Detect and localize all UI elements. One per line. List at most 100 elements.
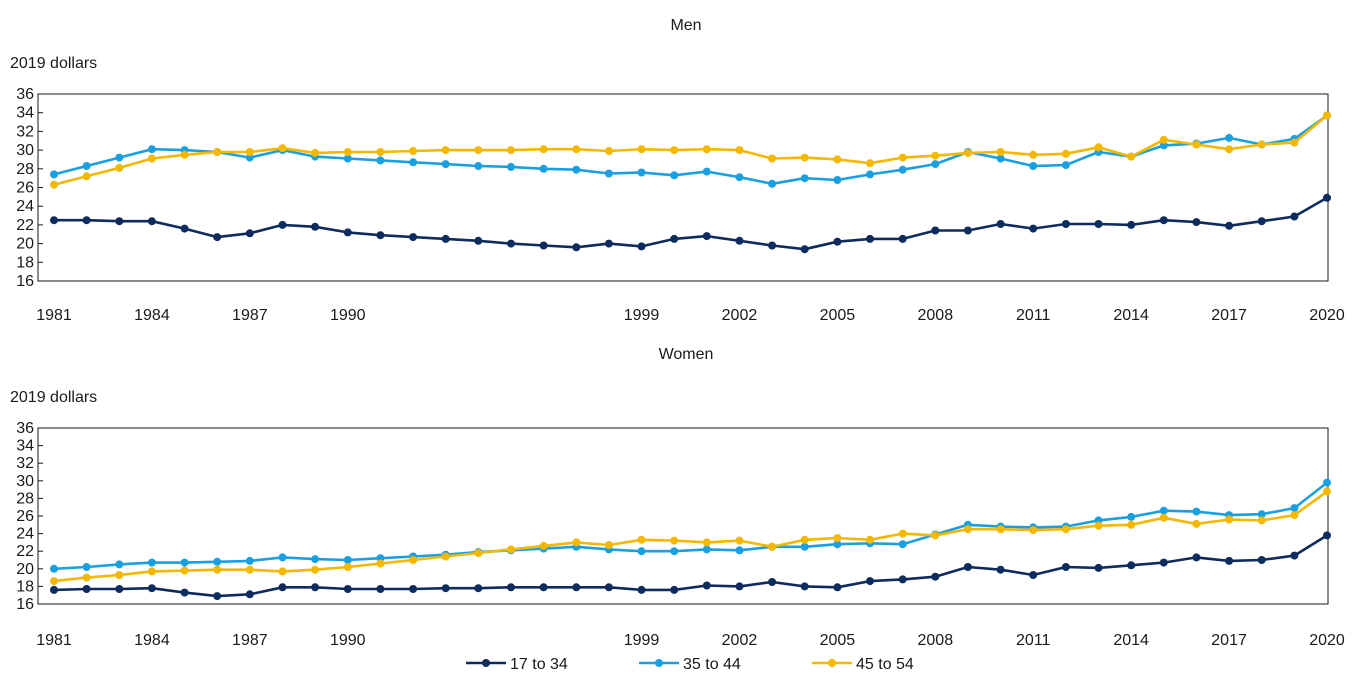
men-data-point xyxy=(1061,149,1070,158)
women-data-point xyxy=(898,540,907,549)
men-y-tick-label: 22 xyxy=(16,217,34,234)
women-y-tick-label: 26 xyxy=(16,508,34,525)
women-data-point xyxy=(1290,511,1299,520)
men-data-point xyxy=(1323,111,1331,120)
women-data-point xyxy=(180,558,189,567)
men-data-point xyxy=(866,159,874,168)
women-data-point xyxy=(898,575,907,584)
women-data-point xyxy=(115,560,124,569)
women-data-point xyxy=(474,549,483,557)
women-data-point xyxy=(1094,563,1103,572)
men-data-point xyxy=(115,153,124,162)
men-data-point xyxy=(1061,161,1070,170)
women-x-tick-label: 2002 xyxy=(722,632,758,649)
women-data-point xyxy=(702,538,711,547)
men-data-point xyxy=(604,169,613,178)
women-y-tick-label: 36 xyxy=(16,420,34,437)
women-data-point xyxy=(50,585,58,594)
men-y-tick-label: 20 xyxy=(16,236,34,253)
men-data-point xyxy=(50,170,58,179)
women-data-point xyxy=(474,584,483,593)
men-x-tick-label: 2011 xyxy=(1016,307,1051,324)
men-x-tick-label: 2008 xyxy=(918,307,954,324)
men-series-line-2 xyxy=(53,114,1328,186)
men-data-point xyxy=(507,239,515,248)
women-y-tick-label: 28 xyxy=(16,490,34,507)
men-data-point xyxy=(637,242,646,251)
men-data-point xyxy=(539,164,548,173)
men-data-point xyxy=(572,145,581,154)
men-x-tick-label: 1984 xyxy=(134,307,170,324)
women-y-tick-label: 18 xyxy=(16,578,34,595)
women-data-point xyxy=(82,573,91,582)
women-x-tick-label: 2017 xyxy=(1211,632,1247,649)
women-series-line-3 xyxy=(53,490,1328,583)
men-data-point xyxy=(572,165,581,174)
men-data-point xyxy=(735,146,744,155)
men-data-point xyxy=(1159,135,1168,144)
women-data-point xyxy=(180,588,189,597)
men-data-point xyxy=(50,180,58,189)
women-data-point xyxy=(898,529,907,538)
women-data-point xyxy=(637,535,646,544)
women-data-point xyxy=(637,547,646,556)
men-data-point xyxy=(245,229,254,238)
women-data-point xyxy=(1257,510,1266,519)
men-data-point xyxy=(376,156,385,165)
men-y-tick-label: 32 xyxy=(16,123,34,140)
women-data-point xyxy=(115,585,124,593)
men-data-point xyxy=(1127,152,1136,161)
women-x-tick-label: 1987 xyxy=(232,632,268,649)
women-data-point xyxy=(1127,512,1136,521)
men-data-point xyxy=(735,236,744,245)
men-y-axis-label: 2019 dollars xyxy=(10,55,97,72)
women-y-tick-label: 22 xyxy=(16,543,34,560)
women-data-point xyxy=(311,565,320,574)
men-data-point xyxy=(180,224,189,233)
men-data-point xyxy=(670,171,679,180)
men-data-point xyxy=(147,154,156,163)
men-data-point xyxy=(800,174,809,183)
women-data-point xyxy=(1323,531,1331,540)
men-data-point xyxy=(376,231,385,240)
men-data-point xyxy=(800,153,809,162)
women-series-line-2 xyxy=(53,481,1328,571)
men-data-point xyxy=(1257,140,1266,149)
men-data-point xyxy=(963,148,972,157)
women-data-point xyxy=(278,583,287,592)
women-data-point xyxy=(768,578,777,586)
women-data-point xyxy=(278,567,287,576)
men-data-point xyxy=(833,237,842,246)
women-data-point xyxy=(735,546,744,555)
men-data-point xyxy=(245,148,254,156)
women-data-point xyxy=(50,564,58,573)
men-data-point xyxy=(1159,216,1168,225)
women-data-point xyxy=(1061,563,1070,571)
men-data-point xyxy=(768,179,777,188)
men-data-point xyxy=(833,176,842,184)
men-x-tick-label: 2020 xyxy=(1309,307,1345,324)
men-data-point xyxy=(409,233,418,242)
men-plot-frame xyxy=(37,93,1329,282)
men-data-point xyxy=(441,234,450,243)
men-data-point xyxy=(1257,217,1266,226)
women-data-point xyxy=(1323,478,1331,487)
women-data-point xyxy=(1061,525,1070,534)
women-data-point xyxy=(1290,551,1299,560)
women-data-point xyxy=(147,558,156,567)
men-data-point xyxy=(474,162,483,170)
women-data-point xyxy=(147,584,156,593)
women-data-point xyxy=(963,525,972,534)
women-data-point xyxy=(931,572,940,581)
men-data-point xyxy=(82,216,91,225)
women-data-point xyxy=(866,535,874,544)
women-y-tick-label: 34 xyxy=(16,438,34,455)
men-y-tick-label: 16 xyxy=(16,273,34,290)
women-data-point xyxy=(311,555,320,564)
men-y-tick-label: 26 xyxy=(16,180,34,197)
men-data-point xyxy=(702,232,711,241)
men-data-point xyxy=(1061,220,1070,228)
men-y-tick-label: 24 xyxy=(16,198,34,215)
women-data-point xyxy=(441,552,450,561)
